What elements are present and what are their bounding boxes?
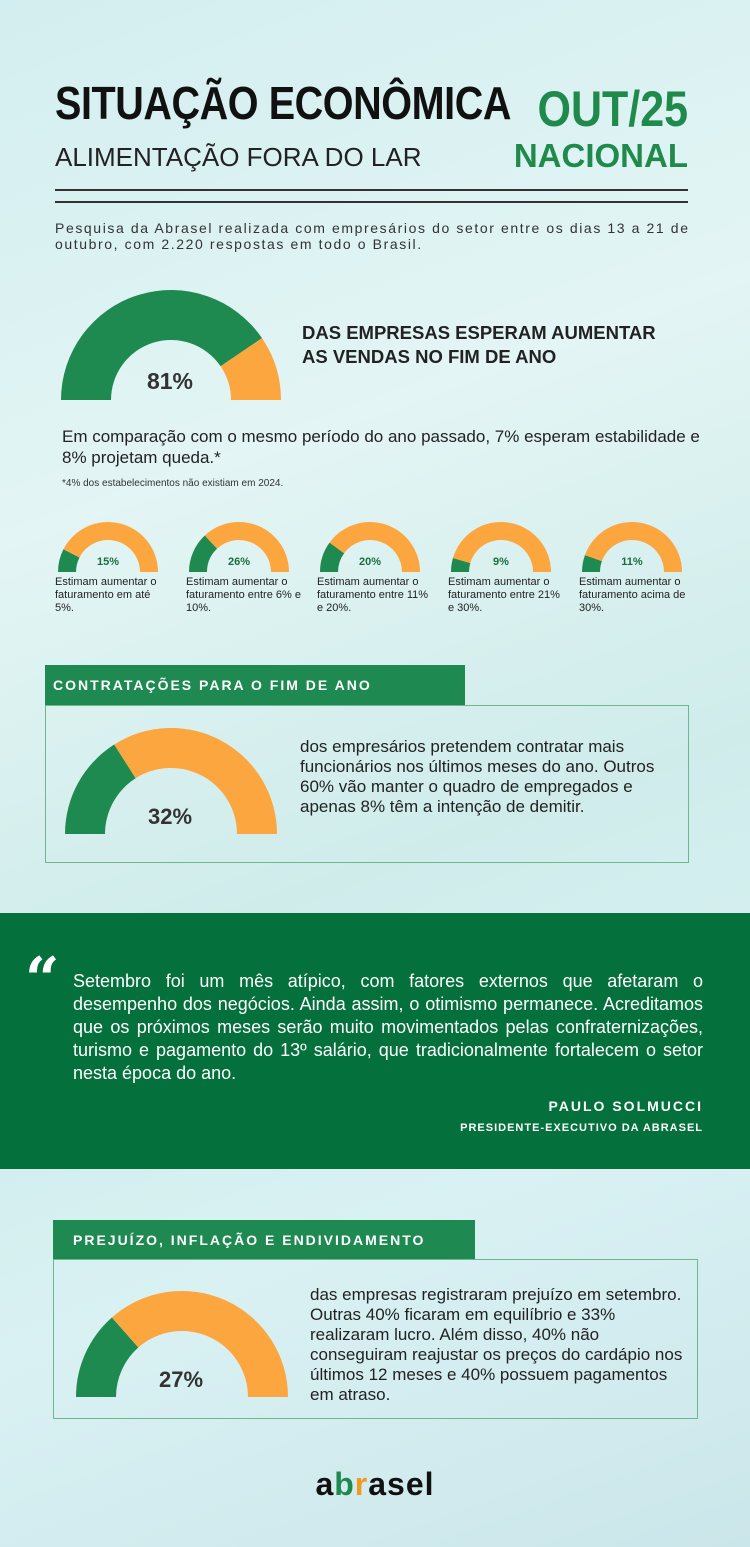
quote-band — [0, 913, 750, 1169]
gauge-revenue — [58, 522, 158, 572]
quote-author: PAULO SOLMUCCI — [548, 1098, 703, 1114]
quote-role: PRESIDENTE-EXECUTIVO DA ABRASEL — [460, 1122, 703, 1134]
gauge-revenue — [320, 522, 420, 572]
gauge-remainder — [220, 338, 281, 400]
gauge-hiring — [65, 728, 277, 834]
gauge-value: 9% — [493, 556, 509, 568]
quote-text: Setembro foi um mês atípico, com fatores… — [73, 971, 703, 1083]
gauge-caption: Estimam aumentar o faturamento em até 5%… — [55, 576, 157, 614]
abrasel-logo: abrasel — [0, 1466, 750, 1503]
gauge-remainder — [111, 1291, 288, 1397]
heading-line: DAS EMPRESAS ESPERAM AUMENTAR — [302, 322, 656, 343]
gauge-value: 81% — [146, 368, 194, 394]
period: OUT/25 — [537, 81, 688, 137]
gauge-revenue — [451, 522, 551, 572]
gauge-fill — [320, 542, 345, 572]
gauge-remainder — [452, 522, 551, 572]
gauge-revenue — [582, 522, 682, 572]
divider — [55, 189, 688, 191]
sales-paragraph: Em comparação com o mesmo período do ano… — [62, 427, 700, 467]
gauge-caption: Estimam aumentar o faturamento entre 21%… — [448, 576, 560, 614]
intro-text: Pesquisa da Abrasel realizada com empres… — [55, 220, 690, 252]
gauge-remainder — [204, 522, 289, 572]
gauge-caption: Estimam aumentar o faturamento acima de … — [579, 576, 686, 614]
gauge-loss — [76, 1291, 288, 1397]
gauge-remainder — [329, 522, 420, 572]
section-title-loss: PREJUÍZO, INFLAÇÃO E ENDIVIDAMENTO — [53, 1220, 475, 1259]
gauge-value: 20% — [358, 556, 382, 568]
gauge-value: 27% — [158, 1367, 204, 1392]
loss-text: das empresas registraram prejuízo em set… — [310, 1285, 683, 1404]
gauge-fill — [451, 558, 471, 572]
quote-icon: “ — [25, 945, 60, 1015]
heading-line: AS VENDAS NO FIM DE ANO — [302, 346, 557, 367]
gauge-sales — [61, 290, 281, 400]
gauge-remainder — [114, 728, 277, 834]
hiring-text: dos empresários pretendem contratar mais… — [300, 737, 655, 816]
gauge-fill — [61, 290, 262, 400]
loss-box — [53, 1259, 698, 1419]
gauge-caption: Estimam aumentar o faturamento entre 11%… — [317, 576, 429, 614]
gauge-revenue — [189, 522, 289, 572]
gauge-value: 26% — [227, 556, 251, 568]
gauge-remainder — [584, 522, 682, 572]
gauge-fill — [582, 555, 602, 572]
footnote: *4% dos estabelecimentos não existiam em… — [62, 478, 284, 489]
gauge-fill — [58, 549, 80, 572]
gauge-value: 15% — [96, 556, 120, 568]
gauge-fill — [189, 535, 218, 572]
scope: NACIONAL — [513, 137, 688, 174]
gauge-fill — [65, 744, 136, 834]
sales-heading: DAS EMPRESAS ESPERAM AUMENTAR AS VENDAS N… — [302, 321, 656, 369]
gauge-value: 32% — [147, 804, 193, 829]
page-subtitle: ALIMENTAÇÃO FORA DO LAR — [55, 142, 422, 172]
page-title: SITUAÇÃO ECONÔMICA — [55, 77, 512, 129]
gauge-fill — [76, 1317, 139, 1397]
gauge-value: 11% — [621, 556, 643, 568]
section-title-hiring: CONTRATAÇÕES PARA O FIM DE ANO — [45, 665, 465, 705]
divider — [55, 201, 688, 203]
gauge-remainder — [63, 522, 158, 572]
logo-text: abrasel — [315, 1466, 435, 1502]
hiring-box — [45, 705, 689, 863]
gauge-caption: Estimam aumentar o faturamento entre 6% … — [186, 576, 301, 614]
